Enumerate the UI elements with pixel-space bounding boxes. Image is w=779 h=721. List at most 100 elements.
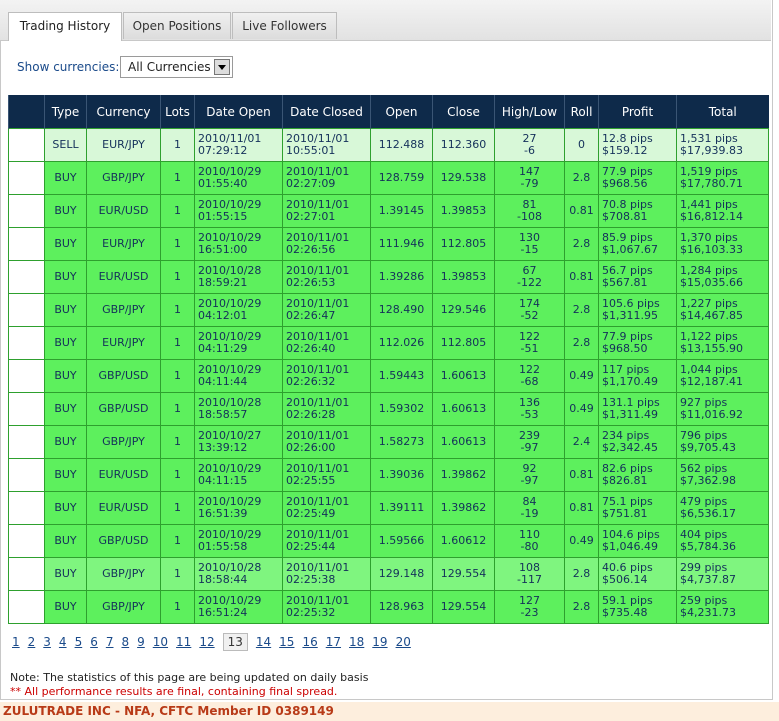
chevron-down-icon[interactable] bbox=[214, 59, 230, 75]
cell-date-closed: 2010/11/01 02:25:49 bbox=[282, 491, 371, 525]
cell-profit-line: 131.1 pips bbox=[602, 396, 660, 409]
tab-trading-history[interactable]: Trading History bbox=[8, 12, 122, 41]
cell-type: SELL bbox=[44, 128, 87, 162]
page-link[interactable]: 20 bbox=[395, 635, 411, 649]
page-link[interactable]: 3 bbox=[43, 635, 51, 649]
table-row[interactable]: BUY GBP/JPY 1 2010/10/27 13:39:12 2010/11/01 0… bbox=[8, 425, 769, 459]
page-link[interactable]: 5 bbox=[74, 635, 83, 649]
page-link[interactable]: 19 bbox=[372, 635, 388, 649]
cell-total-line: 562 pips bbox=[680, 462, 728, 475]
cell-date-open-line: 04:11:29 bbox=[198, 342, 248, 355]
cell-date-open-line: 2010/10/29 bbox=[198, 363, 262, 376]
cell-currency: GBP/USD bbox=[86, 359, 161, 393]
cell-index bbox=[8, 524, 45, 558]
cell-lots: 1 bbox=[160, 590, 195, 624]
column-header-close[interactable]: Close bbox=[432, 95, 495, 129]
cell-profit-line: $968.50 bbox=[602, 342, 648, 355]
cell-profit: 12.8 pips $159.12 bbox=[598, 128, 677, 162]
table-row[interactable]: BUY GBP/JPY 1 2010/10/29 16:51:24 2010/11/01 0… bbox=[8, 590, 769, 624]
cell-open: 128.490 bbox=[370, 293, 433, 327]
table-row[interactable]: SELL EUR/JPY 1 2010/11/01 07:29:12 2010/11/01… bbox=[8, 128, 769, 162]
table-row[interactable]: BUY EUR/USD 1 2010/10/29 01:55:15 2010/11/01 0… bbox=[8, 194, 769, 228]
cell-total-line: $12,187.41 bbox=[680, 375, 743, 388]
cell-profit: 117 pips $1,170.49 bbox=[598, 359, 677, 393]
page-link[interactable]: 18 bbox=[349, 635, 365, 649]
table-row[interactable]: BUY GBP/JPY 1 2010/10/29 01:55:40 2010/11/01 0… bbox=[8, 161, 769, 195]
cell-high-low-line: -52 bbox=[520, 309, 539, 322]
column-header-date-closed[interactable]: Date Closed bbox=[282, 95, 371, 129]
column-header-roll[interactable]: Roll bbox=[564, 95, 599, 129]
page-link[interactable]: 6 bbox=[90, 635, 98, 649]
table-row[interactable]: BUY GBP/USD 1 2010/10/28 18:58:57 2010/11/01 0… bbox=[8, 392, 769, 426]
cell-date-open: 2010/10/29 04:11:15 bbox=[194, 458, 283, 492]
cell-high-low-line: 239 bbox=[519, 429, 540, 442]
cell-date-closed: 2010/11/01 10:55:01 bbox=[282, 128, 371, 162]
table-row[interactable]: BUY GBP/USD 1 2010/10/29 04:11:44 2010/11/01 0… bbox=[8, 359, 769, 393]
cell-total: 1,122 pips $13,155.90 bbox=[676, 326, 769, 360]
cell-lots: 1 bbox=[160, 161, 195, 195]
cell-date-open: 2010/10/29 04:11:29 bbox=[194, 326, 283, 360]
table-row[interactable]: BUY GBP/JPY 1 2010/10/28 18:58:44 2010/11/01 0… bbox=[8, 557, 769, 591]
cell-roll: 2.8 bbox=[564, 557, 599, 591]
page-link[interactable]: 16 bbox=[302, 635, 318, 649]
table-row[interactable]: BUY EUR/JPY 1 2010/10/29 04:11:29 2010/11/01 0… bbox=[8, 326, 769, 360]
currency-select[interactable]: All Currencies bbox=[120, 56, 233, 78]
cell-profit-line: 85.9 pips bbox=[602, 231, 653, 244]
cell-profit-line: 56.7 pips bbox=[602, 264, 653, 277]
page-link[interactable]: 2 bbox=[27, 635, 36, 649]
cell-date-open-line: 04:11:15 bbox=[198, 474, 248, 487]
cell-date-closed-line: 10:55:01 bbox=[286, 144, 336, 157]
page-link[interactable]: 4 bbox=[58, 635, 67, 649]
page-link[interactable]: 12 bbox=[199, 635, 215, 649]
cell-profit-line: $1,046.49 bbox=[602, 540, 658, 553]
cell-date-open-line: 16:51:24 bbox=[198, 606, 248, 619]
table-row[interactable]: BUY EUR/JPY 1 2010/10/29 16:51:00 2010/11/01 0… bbox=[8, 227, 769, 261]
column-header-total[interactable]: Total bbox=[676, 95, 769, 129]
cell-roll: 2.8 bbox=[564, 590, 599, 624]
tab-open-positions[interactable]: Open Positions bbox=[123, 12, 231, 39]
cell-total-line: $17,939.83 bbox=[680, 144, 743, 157]
table-row[interactable]: BUY EUR/USD 1 2010/10/29 16:51:39 2010/11/01 0… bbox=[8, 491, 769, 525]
cell-index bbox=[8, 260, 45, 294]
page-link[interactable]: 9 bbox=[137, 635, 145, 649]
cell-date-open: 2010/10/29 01:55:15 bbox=[194, 194, 283, 228]
cell-open: 128.759 bbox=[370, 161, 433, 195]
cell-high-low: 147 -79 bbox=[494, 161, 565, 195]
column-header-currency[interactable]: Currency bbox=[86, 95, 161, 129]
table-row[interactable]: BUY GBP/JPY 1 2010/10/29 04:12:01 2010/11/01 0… bbox=[8, 293, 769, 327]
page-link[interactable]: 17 bbox=[325, 635, 342, 649]
cell-total: 1,370 pips $16,103.33 bbox=[676, 227, 769, 261]
page-link[interactable]: 13 bbox=[222, 633, 248, 651]
page-link[interactable]: 15 bbox=[279, 635, 295, 649]
column-header-date-open[interactable]: Date Open bbox=[194, 95, 283, 129]
table-row[interactable]: BUY GBP/USD 1 2010/10/29 01:55:58 2010/11/01 0… bbox=[8, 524, 769, 558]
column-header-type[interactable]: Type bbox=[44, 95, 87, 129]
cell-high-low-line: -122 bbox=[517, 276, 542, 289]
cell-date-closed-line: 02:26:00 bbox=[286, 441, 336, 454]
page-link[interactable]: 8 bbox=[121, 635, 130, 649]
page-link[interactable]: 14 bbox=[255, 635, 272, 649]
cell-profit: 105.6 pips $1,311.95 bbox=[598, 293, 677, 327]
page-link[interactable]: 7 bbox=[105, 635, 114, 649]
cell-total-line: 1,519 pips bbox=[680, 165, 738, 178]
page-link[interactable]: 10 bbox=[152, 635, 169, 649]
cell-high-low: 67 -122 bbox=[494, 260, 565, 294]
tab-live-followers[interactable]: Live Followers bbox=[232, 12, 337, 39]
cell-total-line: 479 pips bbox=[680, 495, 728, 508]
cell-lots: 1 bbox=[160, 491, 195, 525]
column-header-lots[interactable]: Lots bbox=[160, 95, 195, 129]
cell-date-closed-line: 02:25:55 bbox=[286, 474, 336, 487]
cell-date-closed-line: 2010/11/01 bbox=[286, 594, 350, 607]
table-row[interactable]: BUY EUR/USD 1 2010/10/29 04:11:15 2010/11/01 0… bbox=[8, 458, 769, 492]
page-link[interactable]: 11 bbox=[176, 635, 192, 649]
cell-high-low-line: 174 bbox=[519, 297, 540, 310]
cell-currency: EUR/JPY bbox=[86, 326, 161, 360]
column-header-profit[interactable]: Profit bbox=[598, 95, 677, 129]
cell-total-line: $4,231.73 bbox=[680, 606, 736, 619]
cell-date-open-line: 2010/11/01 bbox=[198, 132, 262, 145]
page-link[interactable]: 1 bbox=[12, 635, 20, 649]
table-row[interactable]: BUY EUR/USD 1 2010/10/28 18:59:21 2010/11/01 0… bbox=[8, 260, 769, 294]
cell-high-low-line: 122 bbox=[519, 363, 540, 376]
column-header-high-low[interactable]: High/Low bbox=[494, 95, 565, 129]
column-header-open[interactable]: Open bbox=[370, 95, 433, 129]
